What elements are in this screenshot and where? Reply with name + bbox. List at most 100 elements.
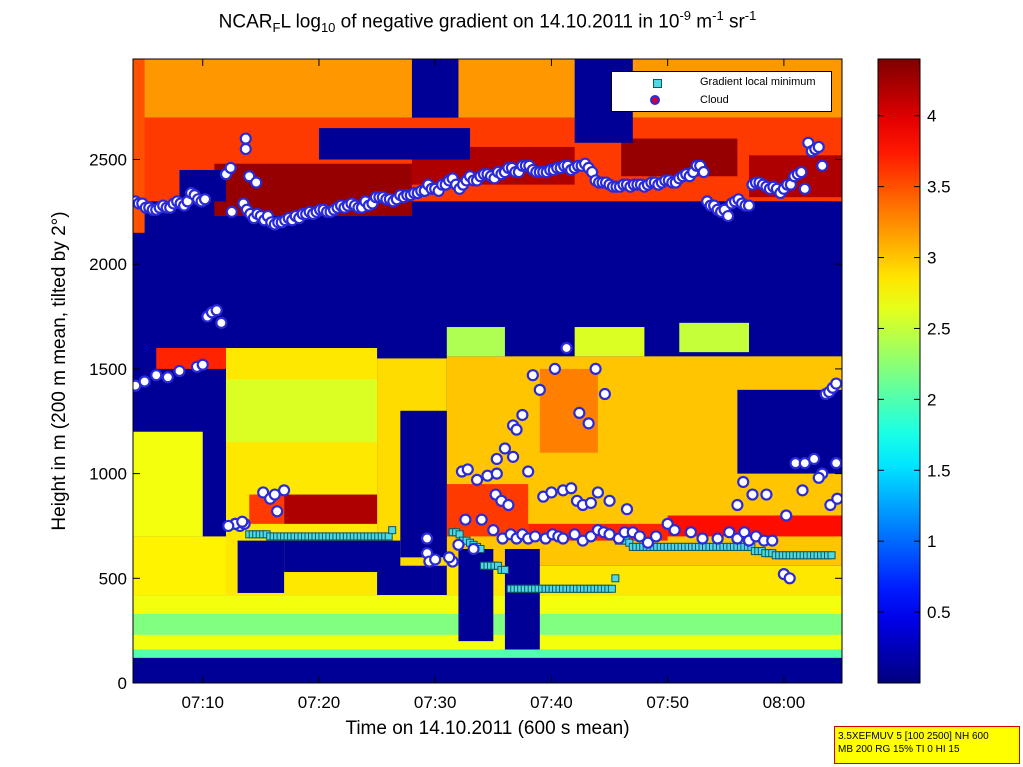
colorbar-tick-label: 2.5 <box>927 319 951 338</box>
cloud-marker <box>198 193 212 206</box>
cloud-marker <box>780 509 793 522</box>
cloud-marker <box>526 369 539 382</box>
x-tick-label: 08:00 <box>763 693 806 712</box>
cloud-marker <box>831 492 842 505</box>
colorbar-gradient <box>877 58 921 684</box>
heatmap-cell <box>737 389 842 474</box>
colorbar-tick-label: 1 <box>927 532 936 551</box>
cloud-marker <box>236 515 249 528</box>
heatmap-cell <box>446 484 529 537</box>
cloud-marker <box>420 532 434 545</box>
cloud-marker <box>812 140 825 154</box>
cloud-marker <box>150 369 163 382</box>
info-line-1: 3.5XEFMUV 5 [100 2500] NH 600 <box>838 731 989 742</box>
cloud-marker <box>560 341 573 355</box>
x-tick-label: 07:40 <box>530 693 573 712</box>
y-tick-label: 500 <box>99 569 127 588</box>
cloud-marker <box>545 486 558 499</box>
parameter-info-box: 3.5XEFMUV 5 [100 2500] NH 600 MB 200 RG … <box>834 726 1020 764</box>
cloud-marker <box>467 542 480 556</box>
cloud-marker <box>649 530 663 543</box>
cloud-marker <box>816 159 829 172</box>
heatmap-cell <box>225 379 378 443</box>
cloud-marker <box>210 304 223 317</box>
y-tick-label: 1500 <box>89 360 127 379</box>
heatmap-cell <box>237 540 285 593</box>
cloud-marker <box>490 452 503 466</box>
heatmap-cell <box>133 536 226 596</box>
cloud-marker <box>573 406 586 419</box>
cloud-marker <box>502 498 515 512</box>
heatmap-plot: 07:10 07:20 07:30 07:40 07:50 08:00 0 500 1000 15… <box>89 58 843 712</box>
cloud-marker <box>589 362 602 376</box>
x-tick-label: 07:30 <box>414 693 457 712</box>
x-tick-label: 07:10 <box>181 693 224 712</box>
heatmap-cell <box>446 327 505 357</box>
colorbar-tick-label: 1.5 <box>927 461 951 480</box>
heatmap-cell <box>539 368 598 453</box>
cloud-marker <box>808 452 821 466</box>
heatmap-cell <box>679 322 750 353</box>
y-tick-label: 0 <box>118 674 127 693</box>
legend-entry-cloud: Cloud <box>612 93 831 109</box>
cloud-marker <box>591 486 605 499</box>
cloud-marker <box>443 551 456 564</box>
y-axis-label: Height in m (200 m mean, tilted by 2°) <box>49 211 70 531</box>
y-tick-label: 2500 <box>89 151 127 170</box>
x-tick-label: 07:20 <box>298 693 341 712</box>
heatmap-cell <box>133 431 203 537</box>
cloud-marker <box>470 473 484 486</box>
cloud-marker <box>568 528 581 541</box>
legend: Gradient local minimum Cloud <box>611 71 832 112</box>
gradient-min-marker <box>827 551 836 560</box>
x-tick-label: 07:50 <box>646 693 689 712</box>
plot-frame <box>132 58 843 684</box>
cloud-marker <box>510 423 523 436</box>
heatmap-cell <box>667 515 842 537</box>
cloud-marker <box>461 463 474 476</box>
cloud-marker <box>582 417 595 430</box>
heatmap-cell <box>318 128 471 160</box>
colorbar-tick-label: 2 <box>927 390 936 409</box>
chart-title: NCARFL log10 of negative gradient on 14.… <box>218 8 757 36</box>
cloud-marker <box>796 484 809 497</box>
cloud-marker <box>737 475 750 489</box>
cloud-marker <box>224 161 237 174</box>
y-tick-label: 1000 <box>89 465 127 484</box>
cloud-marker <box>723 526 736 539</box>
cloud-marker <box>215 316 228 329</box>
cloud-marker <box>138 375 151 388</box>
cloud-marker <box>173 364 186 378</box>
cloud-marker <box>533 383 546 396</box>
cloud-marker <box>239 132 252 145</box>
cloud-marker <box>812 471 825 484</box>
cloud-marker <box>795 165 808 179</box>
cloud-marker <box>452 538 465 551</box>
cloud-marker <box>271 505 284 518</box>
cloud-marker <box>620 503 634 516</box>
cloud-marker <box>684 526 698 539</box>
colorbar-tick-label: 3 <box>927 249 936 268</box>
cloud-marker <box>225 205 238 218</box>
heatmap-cell <box>284 540 401 573</box>
cloud-marker <box>268 488 281 501</box>
cloud-marker <box>798 182 811 195</box>
cloud-marker <box>565 482 578 495</box>
heatmap-cell <box>133 232 842 294</box>
cloud-marker <box>522 465 535 478</box>
cloud-marker <box>760 488 773 501</box>
cloud-marker <box>697 165 710 179</box>
cloud-marker <box>548 362 562 376</box>
cloud-marker <box>161 371 174 384</box>
cloud-marker <box>498 442 512 455</box>
cloud-marker <box>475 513 488 526</box>
cloud-marker <box>556 532 570 545</box>
cloud-marker <box>506 450 520 463</box>
cloud-marker <box>668 524 681 537</box>
cloud-marker <box>830 377 842 390</box>
cloud-marker <box>603 494 616 507</box>
cloud-marker <box>250 176 263 189</box>
gradient-min-marker <box>607 584 616 593</box>
legend-entry-gradient-min: Gradient local minimum <box>612 75 831 91</box>
